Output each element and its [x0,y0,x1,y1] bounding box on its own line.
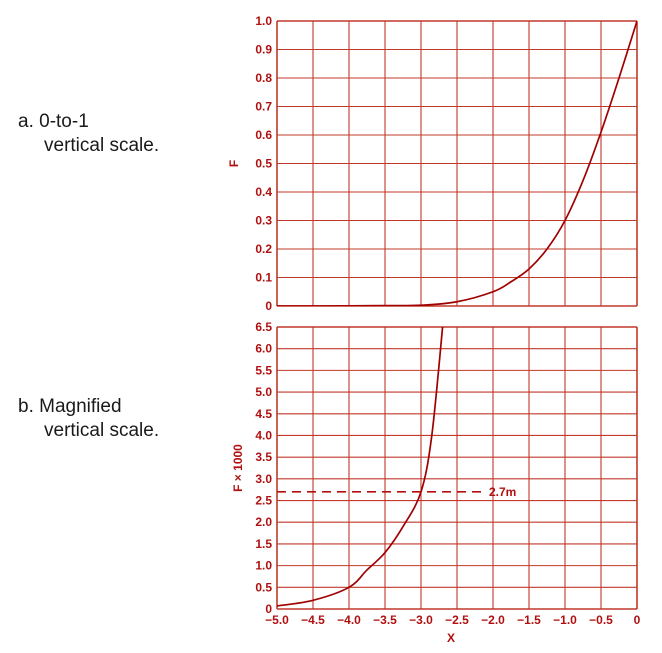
y-tick-label-b-5: 2.5 [255,494,272,508]
y-tick-label-a-6: 0.6 [255,128,272,142]
x-tick-label-b-5: −2.5 [445,613,469,627]
annotation-label-0: 2.7m [489,485,516,499]
x-tick-label-b-9: −0.5 [589,613,613,627]
y-tick-label-b-1: 0.5 [255,580,272,594]
y-tick-label-b-2: 1.0 [255,559,272,573]
y-tick-label-a-3: 0.3 [255,214,272,228]
y-tick-label-b-3: 1.5 [255,537,272,551]
y-tick-label-a-5: 0.5 [255,157,272,171]
chart-a-unit-scale: 0 0.1 0.2 0.3 0.4 0.5 0.6 0.7 0.8 0.9 1.0 F [227,14,638,313]
caption-a-line2: vertical scale. [44,135,160,156]
x-tick-label-b-8: −1.0 [553,613,577,627]
y-axis-title-a: F [227,160,241,167]
y-tick-label-b-13: 6.5 [255,320,272,334]
chart-b-magnified-scale: 0 0.5 1.0 1.5 2.0 2.5 3.0 3.5 4.0 4.5 5.0 5.5 6.0 6.5… [231,320,641,645]
x-tick-label-b-1: −4.5 [301,613,325,627]
y-tick-label-a-0: 0 [265,299,272,313]
series-line-b-0 [277,327,444,607]
y-tick-label-b-8: 4.0 [255,428,272,442]
caption-a: a. 0-to-1 vertical scale. [18,110,159,158]
y-tick-label-a-4: 0.4 [255,185,272,199]
x-tick-label-b-4: −3.0 [409,613,433,627]
caption-b-line2: vertical scale. [44,420,160,441]
y-tick-label-a-2: 0.2 [255,242,272,256]
x-axis-title-b: X [447,631,455,645]
y-tick-label-b-4: 2.0 [255,515,272,529]
caption-b: b. Magnified vertical scale. [18,395,159,443]
x-tick-label-b-0: −5.0 [265,613,289,627]
y-tick-label-b-7: 3.5 [255,450,272,464]
y-tick-label-b-12: 6.0 [255,342,272,356]
caption-b-line1: b. Magnified [18,396,122,417]
y-tick-label-b-9: 4.5 [255,407,272,421]
x-tick-label-b-2: −4.0 [337,613,361,627]
y-axis-title-b: F × 1000 [231,444,245,492]
x-tick-label-b-10: 0 [634,613,641,627]
y-tick-label-b-10: 5.0 [255,385,272,399]
y-tick-label-a-8: 0.8 [255,71,272,85]
y-tick-label-a-1: 0.1 [255,271,272,285]
y-tick-label-b-11: 5.5 [255,363,272,377]
x-tick-label-b-3: −3.5 [373,613,397,627]
y-tick-label-b-6: 3.0 [255,472,272,486]
y-tick-label-a-7: 0.7 [255,100,272,114]
y-tick-label-a-10: 1.0 [255,14,272,28]
x-tick-label-b-6: −2.0 [481,613,505,627]
y-tick-label-b-0: 0 [265,602,272,616]
y-tick-label-a-9: 0.9 [255,43,272,57]
x-tick-label-b-7: −1.5 [517,613,541,627]
caption-a-line1: a. 0-to-1 [18,111,89,132]
